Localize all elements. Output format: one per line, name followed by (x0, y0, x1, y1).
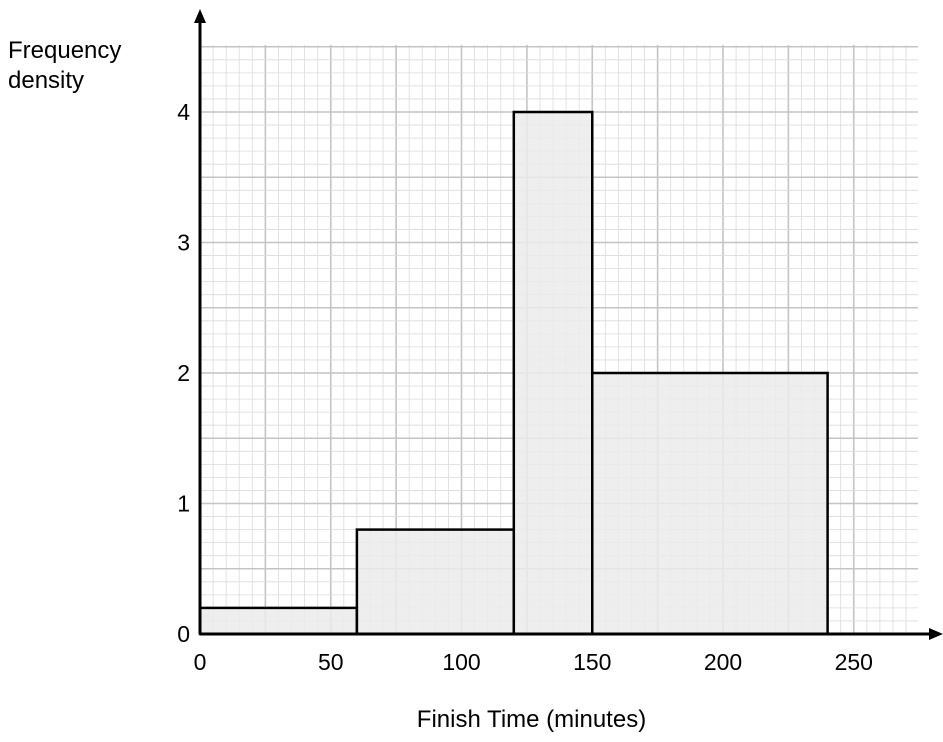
y-tick-label-0: 0 (177, 621, 190, 647)
y-tick-label-3: 3 (177, 230, 190, 256)
x-axis-label: Finish Time (minutes) (416, 706, 647, 733)
y-tick-label-4: 4 (177, 99, 190, 125)
x-tick-label-200: 200 (704, 649, 742, 675)
x-tick-label-100: 100 (442, 649, 480, 675)
y-tick-label-2: 2 (177, 360, 190, 386)
x-tick-label-0: 0 (194, 649, 207, 675)
y-axis-label-line-2: density (8, 67, 85, 94)
x-tick-label-50: 50 (318, 649, 344, 675)
y-axis-label: Frequency density (8, 36, 121, 96)
y-axis-label-line-1: Frequency (8, 37, 122, 64)
histogram-bar-2 (355, 528, 516, 636)
histogram-bar-1 (198, 606, 359, 636)
x-tick-label-250: 250 (835, 649, 873, 675)
x-axis-arrow (929, 628, 943, 640)
x-tick-label-150: 150 (573, 649, 611, 675)
histogram-bar-3 (512, 110, 594, 636)
y-axis-arrow (194, 9, 206, 23)
histogram-bar-4 (591, 371, 829, 636)
y-tick-label-1: 1 (177, 491, 190, 517)
